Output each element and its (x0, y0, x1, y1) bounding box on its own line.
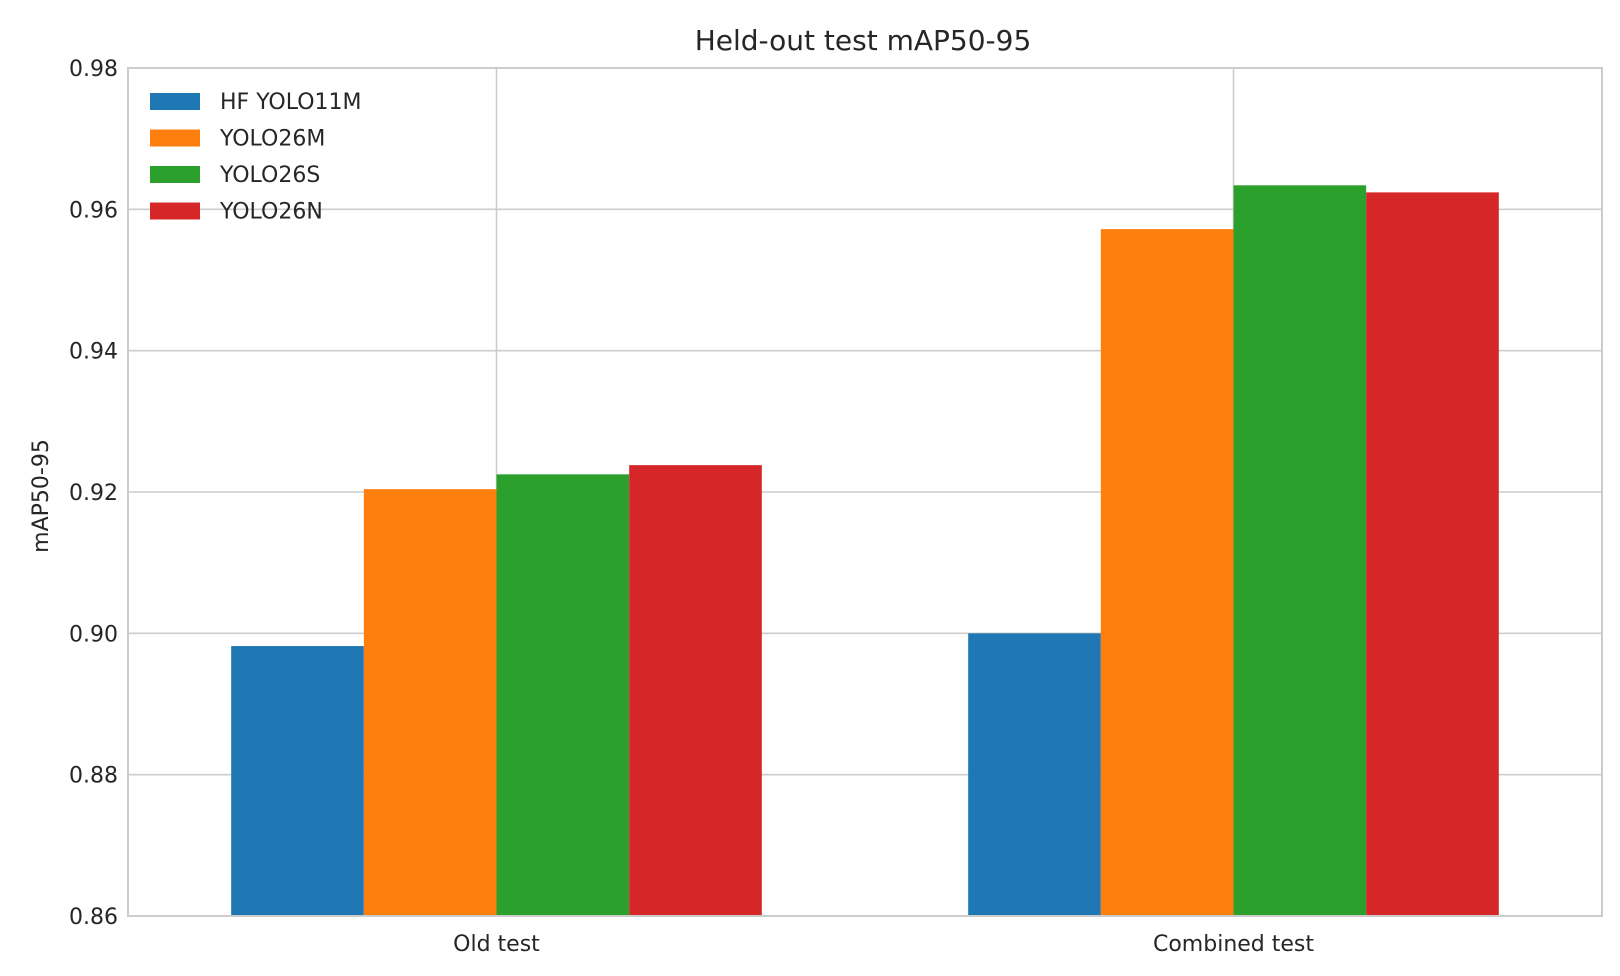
bar-yolo26m-0 (363, 489, 497, 916)
legend-label: YOLO26M (219, 127, 325, 152)
x-tick-label: Combined test (1153, 932, 1314, 957)
y-tick-label: 0.92 (69, 481, 118, 506)
legend-swatch (150, 202, 200, 220)
legend-label: HF YOLO11M (220, 90, 362, 115)
y-tick-label: 0.90 (69, 622, 118, 647)
bar-yolo26n-0 (629, 465, 762, 916)
bar-yolo26m-1 (1100, 229, 1234, 916)
x-axis: Old test Combined test (453, 932, 1314, 957)
chart-title: Held-out test mAP50-95 (695, 24, 1032, 57)
bar-hf-yolo11m-0 (231, 646, 364, 916)
bar-yolo26s-0 (496, 474, 630, 916)
y-tick-label: 0.98 (69, 57, 118, 82)
y-tick-label: 0.86 (69, 905, 118, 930)
plot-frame (127, 67, 1603, 917)
y-tick-label: 0.94 (69, 340, 118, 365)
bar-yolo26n-1 (1366, 192, 1499, 916)
legend-swatch (150, 166, 200, 183)
legend-label: YOLO26N (219, 200, 323, 225)
bar-yolo26s-1 (1233, 185, 1367, 917)
legend-label: YOLO26S (219, 163, 320, 188)
bars (231, 185, 1499, 917)
y-tick-label: 0.88 (69, 764, 118, 789)
legend-swatch (150, 93, 200, 110)
legend: HF YOLO11M YOLO26M YOLO26S YOLO26N (150, 90, 362, 225)
y-axis: 0.86 0.88 0.90 0.92 0.94 0.96 0.98 (69, 57, 118, 930)
y-tick-label: 0.96 (69, 198, 118, 223)
x-tick-label: Old test (453, 932, 540, 957)
legend-swatch (150, 129, 200, 147)
y-axis-label: mAP50-95 (29, 439, 54, 553)
bar-hf-yolo11m-1 (968, 633, 1101, 916)
